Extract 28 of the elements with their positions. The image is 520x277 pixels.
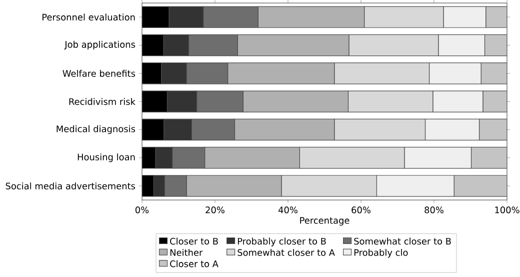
bar (454, 175, 508, 197)
y-tick-label: Medical diagnosis (56, 125, 136, 134)
y-tick-label: Personnel evaluation (42, 14, 135, 21)
legend-label: Probably closer to B (238, 238, 326, 246)
x-tick-label: 80% (424, 206, 444, 214)
bar (478, 118, 508, 140)
legend-label: Neither (170, 248, 203, 256)
y-tick-label: Housing loan (78, 153, 135, 162)
y-tick-label: Welfare benefits (62, 70, 136, 77)
y-tick-label: Recidivism risk (69, 98, 136, 105)
y-tick-label: Social media advertisements (6, 182, 136, 190)
bar (470, 146, 508, 169)
x-tick-label: 0% (135, 206, 149, 214)
legend-label: Closer to A (170, 260, 218, 268)
legend-label: Somewhat closer to A (238, 248, 335, 256)
x-tick-label: 100% (495, 206, 520, 214)
bar (486, 6, 508, 28)
legend-label: Probably clo (354, 248, 408, 258)
y-tick-label: Job applications (64, 40, 136, 50)
x-axis-title: Percentage (300, 217, 350, 226)
x-tick-label: 40% (278, 206, 298, 214)
x-tick-label: 20% (206, 206, 224, 214)
legend-label: Closer to B (170, 238, 218, 245)
x-tick-label: 60% (352, 206, 370, 214)
bar (480, 62, 508, 84)
legend-label: Somewhat closer to B (354, 238, 451, 245)
bar (482, 90, 508, 112)
bar (484, 34, 508, 56)
